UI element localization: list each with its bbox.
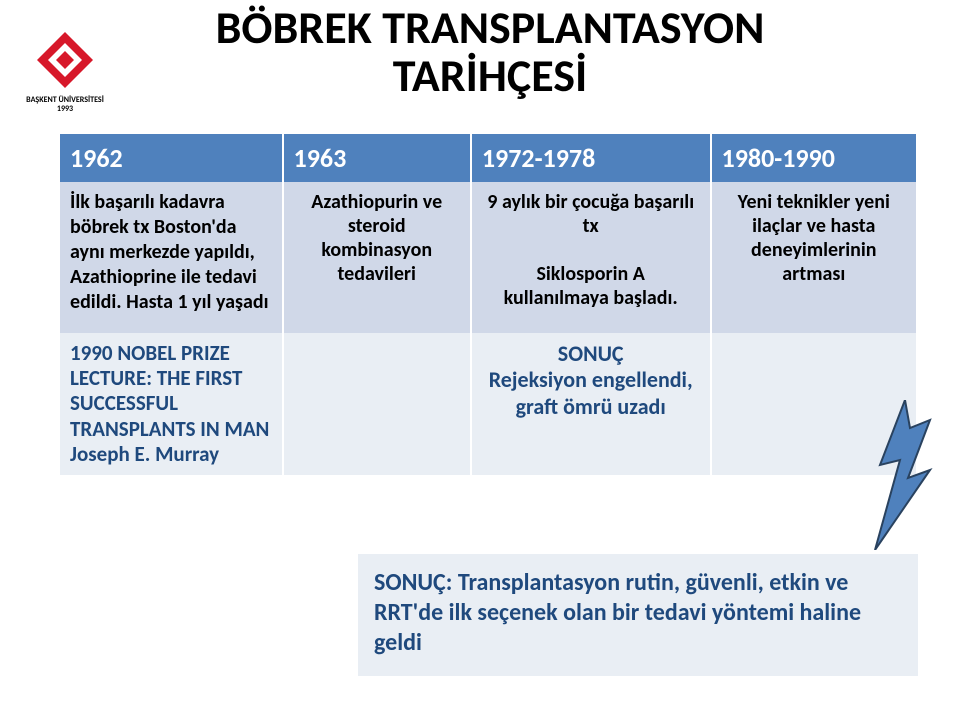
lightning-bolt-icon	[870, 400, 940, 555]
cell-sonuc: SONUÇ Rejeksiyon engellendi, graft ömrü …	[471, 333, 711, 475]
cell-1962: İlk başarılı kadavra böbrek tx Boston'da…	[60, 182, 283, 333]
result-lead: SONUÇ:	[374, 568, 452, 597]
cell-1963: Azathiopurin ve steroid kombinasyon teda…	[283, 182, 471, 333]
cell-1972-1978: 9 aylık bir çocuğa başarılı tx Siklospor…	[471, 182, 711, 333]
table-row-2: 1990 NOBEL PRIZE LECTURE: THE FIRST SUCC…	[60, 333, 916, 475]
cell-empty-1	[283, 333, 471, 475]
table-row-1: İlk başarılı kadavra böbrek tx Boston'da…	[60, 182, 916, 333]
cell-nobel: 1990 NOBEL PRIZE LECTURE: THE FIRST SUCC…	[60, 333, 283, 475]
result-summary: SONUÇ: Transplantasyon rutin, güvenli, e…	[358, 554, 918, 676]
header-1963: 1963	[283, 134, 471, 182]
header-1962: 1962	[60, 134, 283, 182]
table-header-row: 1962 1963 1972-1978 1980-1990	[60, 134, 916, 182]
university-logo: BAŞKENT ÜNİVERSİTESİ 1993	[20, 28, 110, 114]
cell-1980-1990: Yeni teknikler yeni ilaçlar ve hasta den…	[711, 182, 916, 333]
logo-text-2: 1993	[20, 105, 110, 114]
history-table: 1962 1963 1972-1978 1980-1990 İlk başarı…	[60, 134, 916, 475]
header-1980-1990: 1980-1990	[711, 134, 916, 182]
logo-icon	[33, 28, 97, 92]
header-1972-1978: 1972-1978	[471, 134, 711, 182]
page-title: BÖBREK TRANSPLANTASYON TARİHÇESİ	[130, 4, 850, 101]
result-text: SONUÇ: Transplantasyon rutin, güvenli, e…	[374, 568, 902, 658]
